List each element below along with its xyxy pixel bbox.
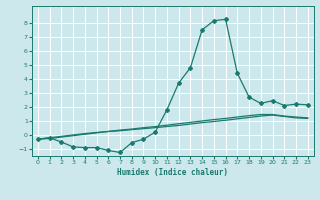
X-axis label: Humidex (Indice chaleur): Humidex (Indice chaleur) xyxy=(117,168,228,177)
